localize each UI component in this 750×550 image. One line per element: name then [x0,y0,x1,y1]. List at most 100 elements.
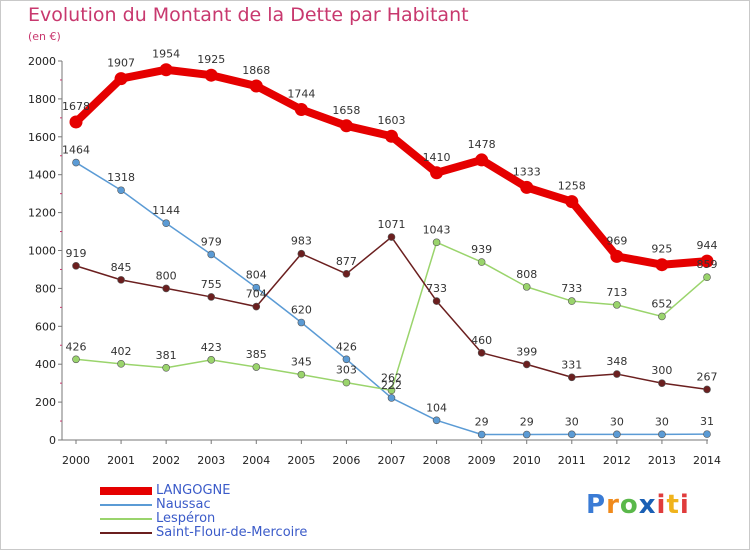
data-point [613,430,621,439]
y-tick-label: 600 [35,320,56,333]
data-label: 426 [66,340,87,353]
y-tick-label: 400 [35,358,56,371]
data-point [613,301,621,309]
data-label: 1678 [62,100,90,113]
data-label: 262 [381,371,402,384]
logo-letter: x [638,490,657,520]
data-label: 944 [697,239,718,252]
data-label: 30 [655,415,669,428]
data-point [342,378,351,387]
data-point [339,119,353,133]
data-label: 1410 [423,151,451,164]
data-label: 1071 [378,218,406,231]
data-label: 303 [336,364,357,377]
data-point [700,254,714,268]
proxiti-logo: Proxiti [586,490,690,520]
data-label: 1658 [332,104,360,117]
data-point [432,238,441,247]
chart-subtitle: (en €) [28,30,61,43]
data-point [387,394,396,402]
data-point [658,430,666,439]
data-label: 399 [516,345,537,358]
data-point [522,283,531,291]
legend-label: Saint-Flour-de-Mercoire [156,525,308,540]
data-label: 800 [156,269,177,282]
data-point [567,297,576,305]
legend-item: Lespéron [100,512,307,526]
y-tick-label: 200 [35,396,56,409]
logo-letter: i [656,490,667,520]
chart-axes: 0 200 400 600 800 1000 1200 1400 1600 1800 2000 200… [28,55,721,467]
x-tick-label: 2012 [603,454,631,467]
data-point [72,355,80,364]
data-point [114,72,128,86]
data-label: 460 [471,334,492,347]
series-layer [69,63,714,439]
y-tick-label: 0 [49,434,56,447]
data-point [207,250,216,259]
data-label: 1318 [107,171,135,184]
logo-letter: o [619,490,639,520]
data-point [567,430,576,439]
data-point [162,219,170,228]
data-label: 222 [381,379,402,392]
data-point [159,63,173,77]
data-label: 31 [700,415,714,428]
logo-letter: i [679,490,690,520]
data-labels-layer: 1464 1318 1144 979 804 620 426 222 104 29 29 30 30 30… [62,48,718,429]
logo-letter: r [606,490,620,520]
data-point [204,68,218,82]
legend-swatch [100,532,152,534]
legend-swatch [100,518,152,520]
x-tick-label: 2003 [197,454,225,467]
data-point [117,276,125,284]
y-tick-label: 1800 [28,93,56,106]
x-tick-label: 2005 [287,454,315,467]
data-label: 423 [201,341,222,354]
data-point [658,312,666,321]
data-point [658,379,666,387]
data-label: 1954 [152,48,180,61]
data-point [567,373,576,382]
data-label: 30 [610,415,624,428]
x-tick-label: 2001 [107,454,135,467]
data-point [72,262,80,270]
data-point [703,430,711,438]
data-point [297,249,306,258]
data-point [610,249,624,263]
data-label: 348 [606,355,627,368]
data-label: 1478 [468,138,496,151]
y-tick-label: 2000 [28,55,56,68]
x-tick-label: 2008 [423,454,451,467]
data-label: 939 [471,243,492,256]
data-label: 1258 [558,180,586,193]
data-label: 381 [156,349,177,362]
data-label: 733 [426,282,447,295]
data-label: 104 [426,401,447,414]
data-point [297,318,306,327]
data-point [162,364,170,372]
data-point [342,270,351,278]
logo-letter: t [666,490,680,520]
data-label: 1333 [513,165,541,178]
data-point [477,349,486,357]
data-label: 1868 [242,64,270,77]
data-point [117,186,125,195]
y-tick-label: 1400 [28,169,56,182]
legend-label: Lespéron [156,511,216,526]
data-label: 969 [606,234,627,247]
x-tick-label: 2006 [332,454,360,467]
data-label: 345 [291,356,312,369]
data-label: 1043 [423,223,451,236]
data-label: 919 [66,247,87,260]
legend-label: Naussac [156,497,211,512]
data-label: 267 [697,370,718,383]
data-point [432,416,441,425]
data-point [703,385,711,394]
data-label: 859 [697,258,718,271]
data-point [252,283,261,292]
data-label: 845 [111,261,132,274]
data-label: 1464 [62,144,90,157]
data-point [342,355,351,364]
